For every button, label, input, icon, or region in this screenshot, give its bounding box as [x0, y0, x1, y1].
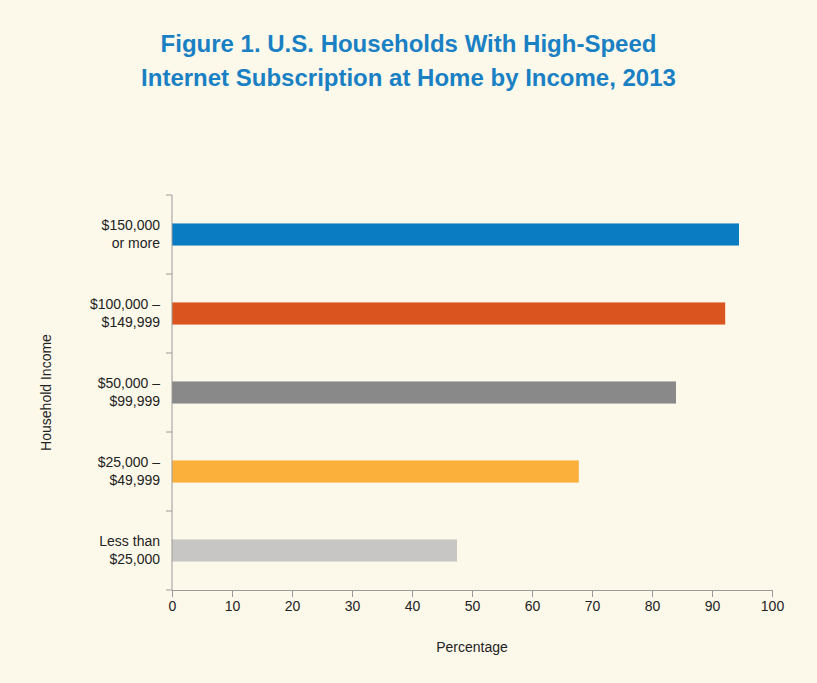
- x-tick-mark: [772, 590, 773, 597]
- x-tick: 70: [585, 590, 601, 614]
- x-axis: 0 10 20 30 40 50 60 70 80 90 100: [169, 590, 785, 614]
- x-tick-mark: [712, 590, 713, 597]
- x-tick-label: 30: [345, 598, 361, 614]
- y-separator: [166, 432, 172, 433]
- x-tick-mark: [172, 590, 173, 597]
- y-axis-line: [172, 195, 173, 590]
- x-tick-mark: [232, 590, 233, 597]
- x-tick-mark: [592, 590, 593, 597]
- y-separator: [166, 274, 172, 275]
- x-tick-mark: [652, 590, 653, 597]
- x-tick-mark: [532, 590, 533, 597]
- x-tick-mark: [472, 590, 473, 597]
- background: [0, 0, 817, 683]
- x-tick-label: 0: [169, 598, 177, 614]
- x-tick: 30: [345, 590, 361, 614]
- x-tick-label: 40: [405, 598, 421, 614]
- bar: [172, 381, 676, 403]
- x-tick-label: 60: [525, 598, 541, 614]
- bar: [172, 302, 725, 324]
- x-tick-mark: [352, 590, 353, 597]
- x-tick: 40: [405, 590, 421, 614]
- y-separator: [166, 590, 172, 591]
- x-tick: 20: [285, 590, 301, 614]
- x-tick: 50: [465, 590, 481, 614]
- x-axis-title: Percentage: [436, 639, 508, 655]
- x-tick: 80: [645, 590, 661, 614]
- x-tick-label: 20: [285, 598, 301, 614]
- y-tick-label: $100,000 –$149,999: [90, 295, 160, 329]
- bar: [172, 460, 579, 482]
- title: Figure 1. U.S. Households With High-Spee…: [141, 30, 676, 91]
- x-tick-mark: [412, 590, 413, 597]
- x-tick: 100: [761, 590, 785, 614]
- x-tick: 60: [525, 590, 541, 614]
- y-tick-label: $150,000or more: [102, 216, 161, 250]
- y-tick-label: $50,000 –$99,999: [98, 374, 161, 408]
- x-tick-label: 90: [705, 598, 721, 614]
- y-axis-title: Household Income: [38, 334, 54, 451]
- bar: [172, 223, 739, 245]
- y-tick-label: $25,000 –$49,999: [98, 453, 161, 487]
- y-tick-label: Less than$25,000: [99, 532, 160, 566]
- y-labels: $150,000or more $100,000 –$149,999 $50,000…: [90, 216, 160, 566]
- y-separator: [166, 195, 172, 196]
- x-tick-label: 100: [761, 598, 785, 614]
- chart: Figure 1. U.S. Households With High-Spee…: [0, 0, 817, 683]
- x-tick: 10: [225, 590, 241, 614]
- bars: [172, 223, 739, 561]
- y-separator: [166, 511, 172, 512]
- x-tick-label: 80: [645, 598, 661, 614]
- x-tick-label: 70: [585, 598, 601, 614]
- x-tick-label: 10: [225, 598, 241, 614]
- y-separator: [166, 353, 172, 354]
- x-tick-mark: [292, 590, 293, 597]
- x-tick-label: 50: [465, 598, 481, 614]
- x-tick: 90: [705, 590, 721, 614]
- x-tick: 0: [169, 590, 177, 614]
- bar: [172, 539, 457, 561]
